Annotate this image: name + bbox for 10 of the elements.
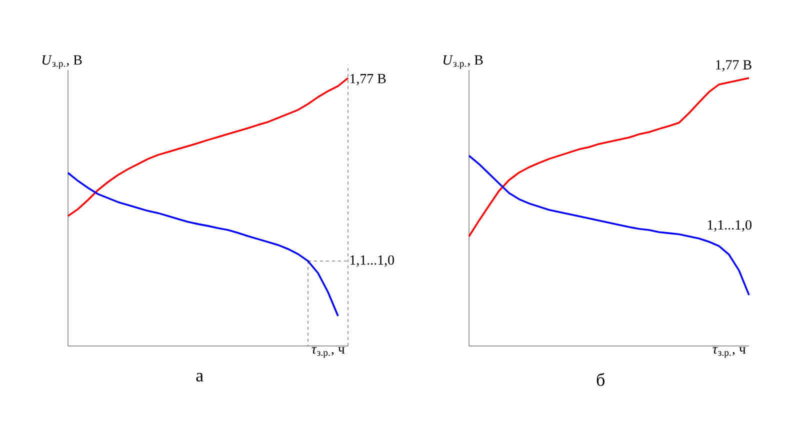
- text: а: [196, 372, 204, 382]
- ref-line-label: 1,1...1,0: [350, 255, 394, 267]
- x-axis-title: τ$_{з.р.}$, ч: [712, 347, 746, 358]
- y-axis-title: U$_{з.р.}$, В: [42, 55, 82, 69]
- x-axis-title: τ$_{з.р.}$, ч: [312, 347, 345, 358]
- y-axis-title: U$_{з.р.}$, В: [443, 55, 483, 69]
- text: 1,77 В: [350, 74, 386, 86]
- text: б: [596, 372, 604, 386]
- text: 1,77 В: [716, 60, 752, 72]
- annotation: 1,1...1,0: [708, 220, 752, 232]
